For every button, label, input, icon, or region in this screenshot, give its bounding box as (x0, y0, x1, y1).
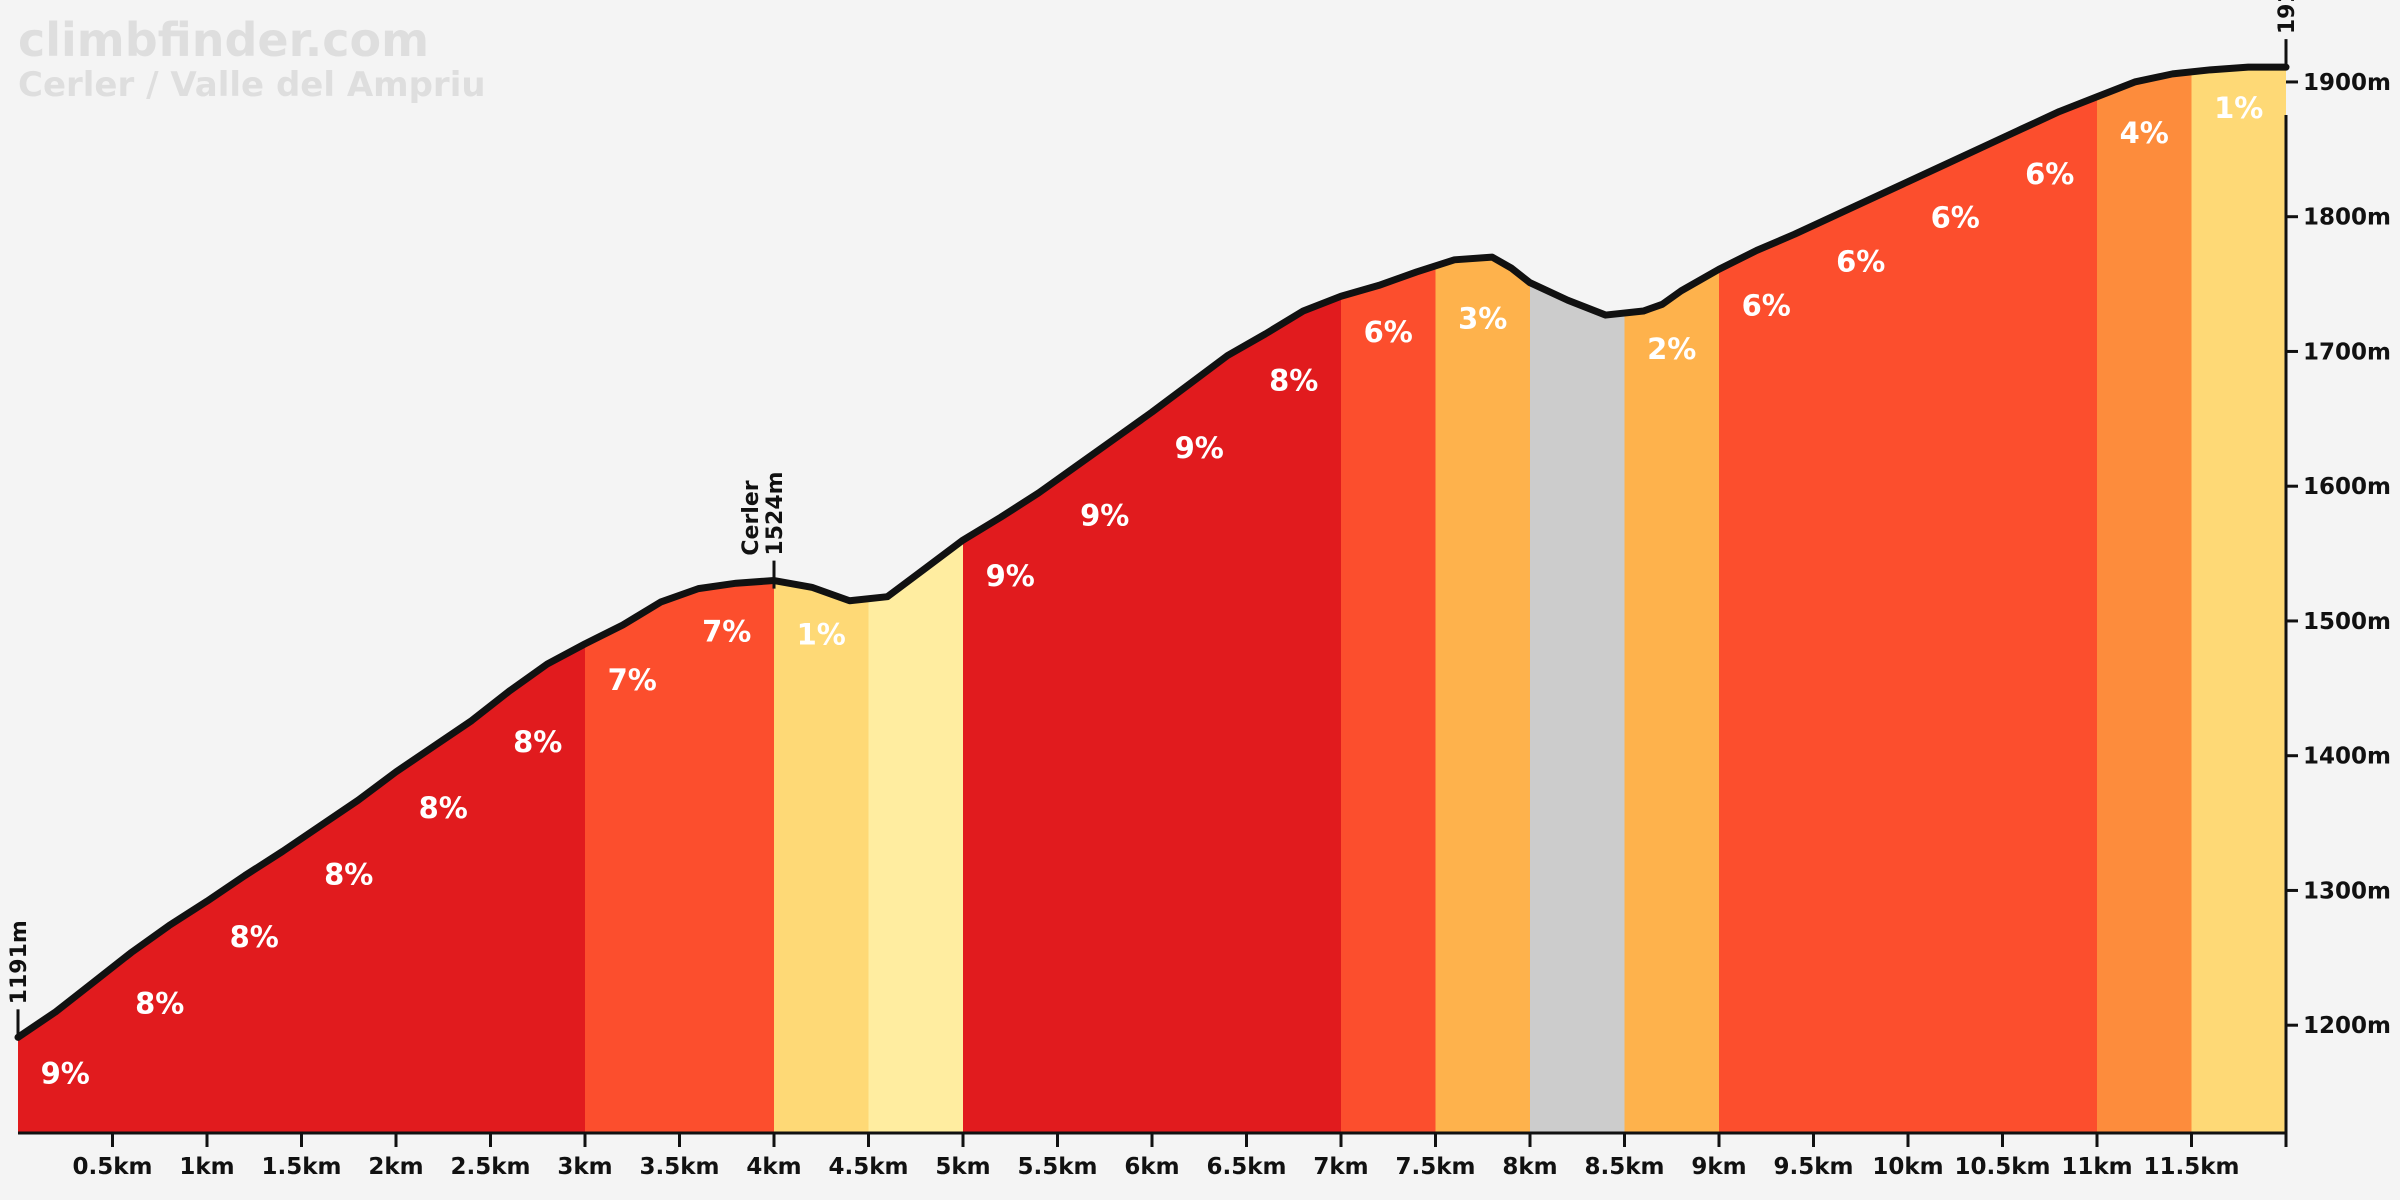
grade-label-13: 9% (1175, 431, 1224, 465)
y-tick-label: 1700m (2303, 339, 2391, 365)
x-tick-label: 8.5km (1584, 1154, 1664, 1180)
x-tick-label: 0.5km (72, 1154, 152, 1180)
y-tick-label: 1300m (2303, 878, 2391, 904)
x-tick-label: 10km (1872, 1154, 1943, 1180)
x-tick-label: 11.5km (2143, 1154, 2239, 1180)
x-tick-label: 9km (1691, 1154, 1746, 1180)
x-tick-label: 6km (1124, 1154, 1179, 1180)
grade-segment-6 (490, 643, 585, 1133)
grade-label-2: 8% (135, 986, 184, 1020)
grade-segment-18 (1624, 269, 1719, 1133)
x-tick-label: 8km (1502, 1154, 1557, 1180)
grade-segment-16 (1435, 257, 1530, 1133)
grade-segment-23 (2097, 71, 2192, 1133)
grade-label-9: 1% (797, 618, 846, 652)
grade-segment-5 (396, 705, 491, 1133)
grade-label-18: 2% (1647, 332, 1696, 366)
grade-segment-15 (1341, 265, 1436, 1133)
x-tick-label: 2km (368, 1154, 423, 1180)
grade-label-23: 4% (2120, 116, 2169, 150)
grade-segment-11 (963, 479, 1058, 1133)
x-tick-label: 9.5km (1773, 1154, 1853, 1180)
y-tick-label: 1400m (2303, 744, 2391, 770)
grade-segment-22 (2002, 96, 2097, 1134)
grade-segment-20 (1813, 181, 1908, 1134)
grade-label-12: 9% (1080, 498, 1129, 532)
marker-label-1: 1191m (7, 920, 32, 1004)
grade-segment-10 (868, 540, 963, 1133)
y-tick-label: 1200m (2303, 1013, 2391, 1039)
marker-label-3: 1911m (2275, 0, 2300, 34)
y-axis: 1200m 1300m 1400m 1500m 1600m 1700m 1800m 1900m (2284, 70, 2391, 1133)
marker-label-2: 1524m (763, 471, 788, 555)
grade-segment-9 (774, 580, 869, 1133)
y-tick-label: 1800m (2303, 205, 2391, 231)
grade-segment-7 (585, 595, 680, 1133)
x-tick-label: 1.5km (261, 1154, 341, 1180)
grade-label-6: 8% (513, 725, 562, 759)
grade-segment-8 (679, 580, 774, 1133)
x-tick-label: 1km (179, 1154, 234, 1180)
grade-label-3: 8% (230, 920, 279, 954)
x-tick-label: 2.5km (450, 1154, 530, 1180)
grade-label-1: 9% (41, 1056, 90, 1090)
y-tick-label: 1900m (2303, 70, 2391, 96)
grade-segment-13 (1152, 344, 1247, 1133)
grade-label-20: 6% (1836, 244, 1885, 278)
grade-segment-24 (2191, 67, 2286, 1134)
y-tick-label: 1600m (2303, 474, 2391, 500)
x-tick-label: 3km (557, 1154, 612, 1180)
grade-label-15: 6% (1364, 315, 1413, 349)
x-tick-label: 7km (1313, 1154, 1368, 1180)
grade-label-8: 7% (702, 614, 751, 648)
x-axis: 0.5km 1km 1.5km 2km 2.5km 3km 3.5km 4km 4.5km 5km… (18, 1131, 2288, 1180)
y-tick-label: 1500m (2303, 609, 2391, 635)
x-tick-label: 10.5km (1954, 1154, 2050, 1180)
x-tick-label: 5km (935, 1154, 990, 1180)
grade-segments (18, 67, 2286, 1134)
grade-segment-1 (18, 967, 113, 1133)
grade-segment-14 (1246, 296, 1341, 1133)
x-tick-label: 5.5km (1017, 1154, 1097, 1180)
grade-label-22: 6% (2025, 157, 2074, 191)
x-tick-label: 4.5km (828, 1154, 908, 1180)
grade-label-11: 9% (986, 559, 1035, 593)
grade-segment-2 (112, 901, 207, 1133)
grade-label-24: 1% (2214, 91, 2263, 125)
grade-label-14: 8% (1269, 364, 1318, 398)
x-tick-label: 11km (2061, 1154, 2132, 1180)
marker-label-2: Cerler (739, 480, 764, 555)
grade-label-7: 7% (608, 663, 657, 697)
x-tick-label: 4km (746, 1154, 801, 1180)
grade-segment-12 (1057, 412, 1152, 1133)
grade-label-16: 3% (1458, 302, 1507, 336)
x-tick-label: 3.5km (639, 1154, 719, 1180)
grade-segment-3 (207, 838, 302, 1133)
grade-label-5: 8% (419, 791, 468, 825)
grade-label-19: 6% (1742, 288, 1791, 322)
x-tick-label: 6.5km (1206, 1154, 1286, 1180)
grade-labels: 9% 8% 8% 8% 8% 8% 7% 7% 1% 9% 9% 9% 8% 6% 3% 2% 6% 6% 6% 6%… (41, 91, 2264, 1090)
climb-name-watermark: Cerler / Valle del Ampriu (18, 65, 486, 105)
x-tick-label: 7.5km (1395, 1154, 1475, 1180)
grade-label-21: 6% (1931, 201, 1980, 235)
profile-outline (14, 63, 2290, 1041)
grade-segment-19 (1719, 225, 1814, 1134)
grade-segment-17 (1530, 282, 1625, 1133)
grade-segment-21 (1908, 137, 2003, 1134)
site-watermark: climbfinder.com (18, 13, 429, 67)
grade-label-4: 8% (324, 858, 373, 892)
grade-segment-4 (301, 771, 396, 1133)
